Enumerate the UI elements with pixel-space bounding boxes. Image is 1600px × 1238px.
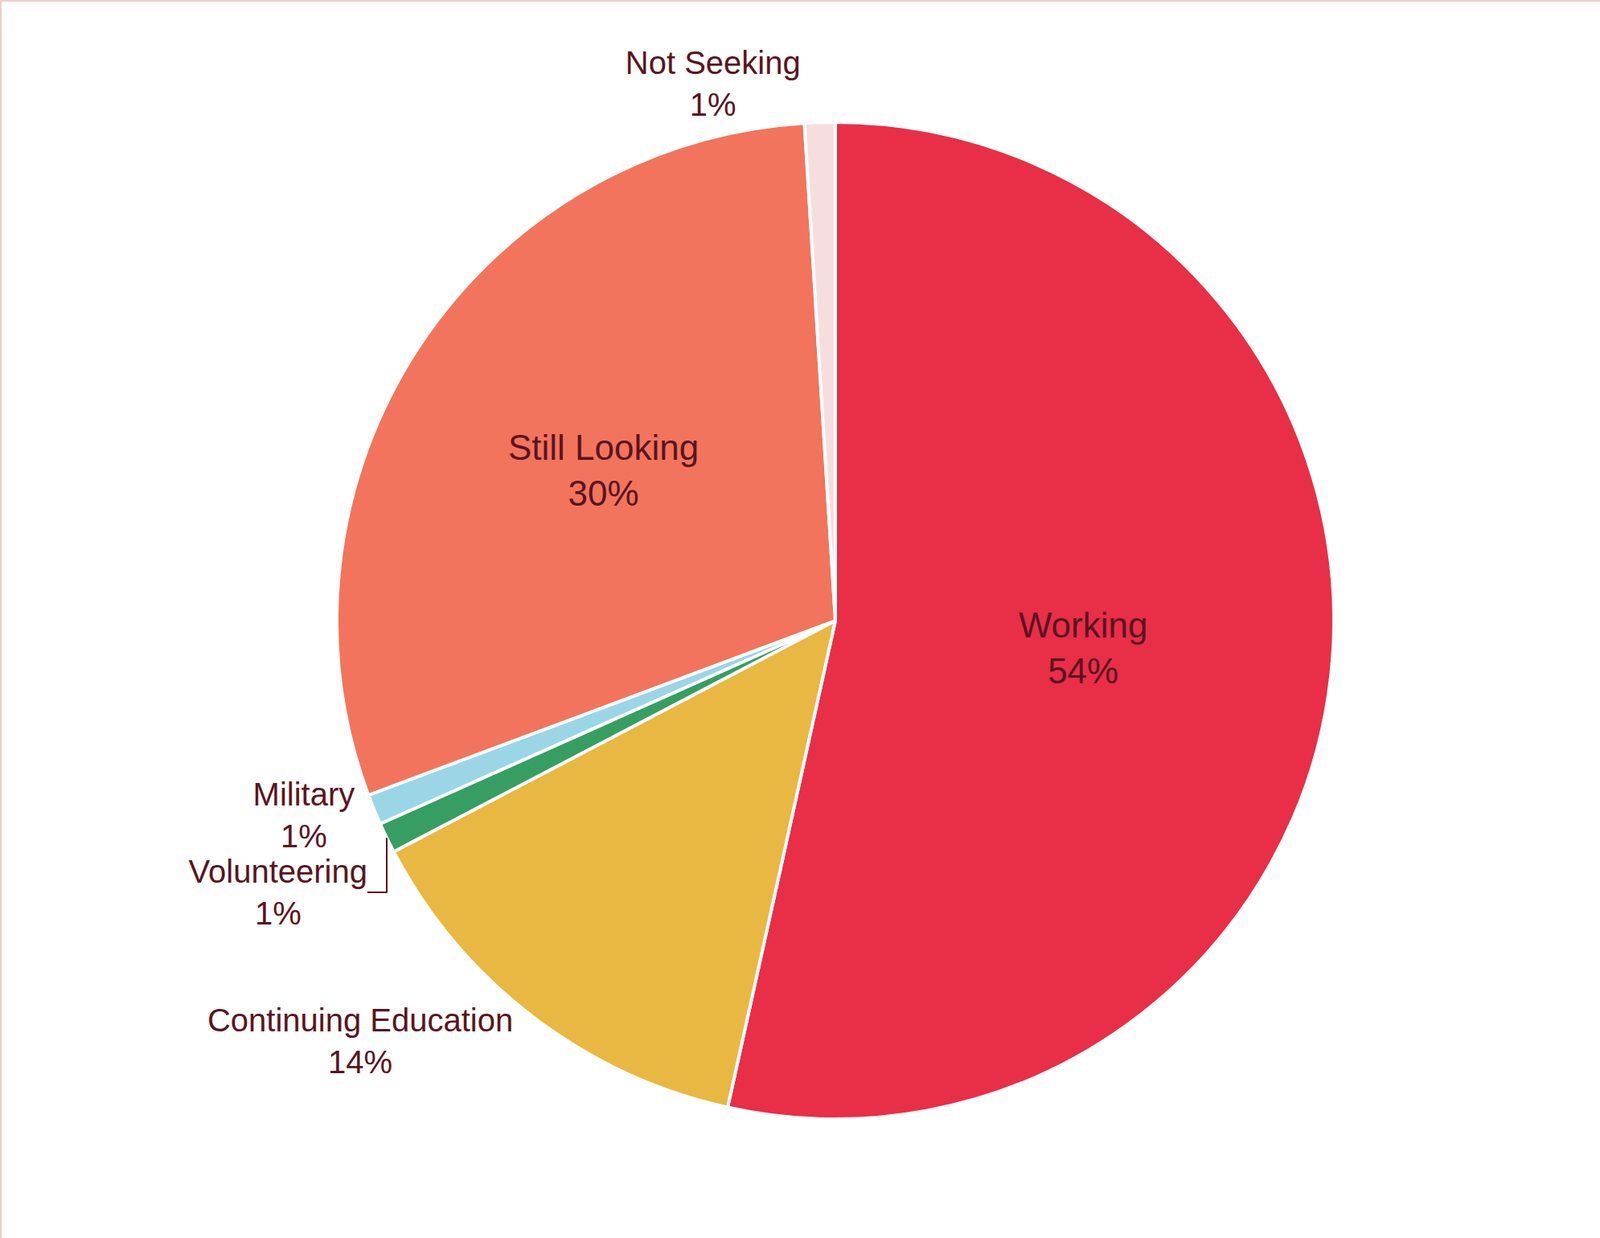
svg-text:Still Looking30%: Still Looking30% [508, 427, 699, 513]
svg-text:Continuing Education14%: Continuing Education14% [207, 1002, 513, 1080]
svg-text:Volunteering1%: Volunteering1% [188, 853, 368, 932]
svg-text:Not Seeking1%: Not Seeking1% [625, 45, 801, 123]
svg-text:Military1%: Military1% [253, 776, 356, 854]
svg-text:Working54%: Working54% [1018, 605, 1149, 691]
